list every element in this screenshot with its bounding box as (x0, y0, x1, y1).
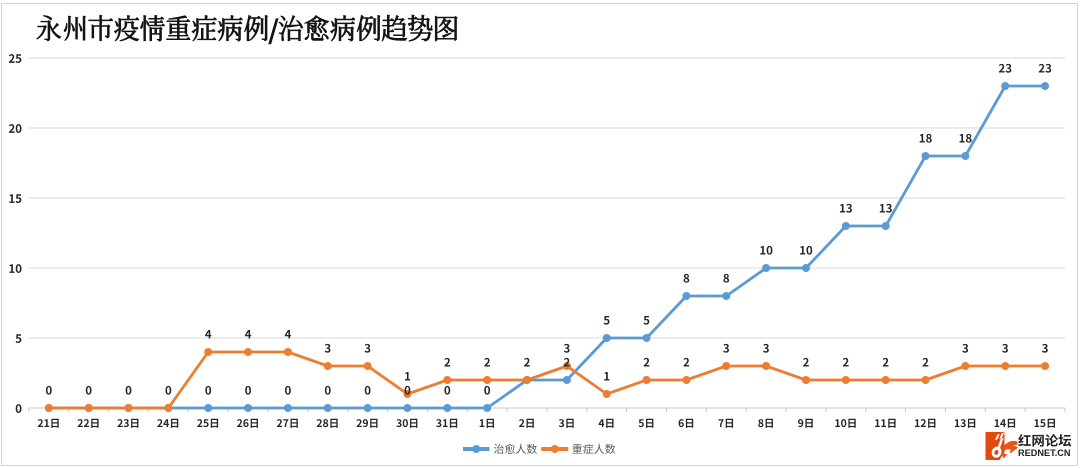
svg-text:REDNET.CN: REDNET.CN (1018, 448, 1071, 459)
